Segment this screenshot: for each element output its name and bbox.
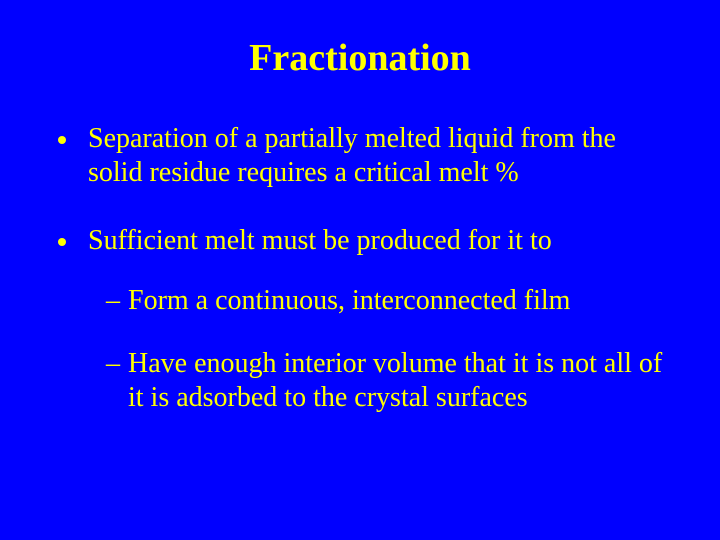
bullet-marker-icon [58, 136, 66, 144]
slide: Fractionation Separation of a partially … [0, 0, 720, 540]
sub-bullet-text: Form a continuous, interconnected film [128, 284, 670, 318]
slide-title: Fractionation [50, 36, 670, 80]
bullet-item: Sufficient melt must be produced for it … [50, 224, 670, 258]
bullet-marker-icon [58, 238, 66, 246]
sub-bullet-text: Have enough interior volume that it is n… [128, 347, 670, 415]
dash-icon: – [106, 347, 120, 381]
bullet-item: Separation of a partially melted liquid … [50, 122, 670, 190]
sub-bullet-item: – Form a continuous, interconnected film [106, 284, 670, 318]
bullet-text: Separation of a partially melted liquid … [88, 122, 670, 190]
bullet-text: Sufficient melt must be produced for it … [88, 224, 670, 258]
sub-bullet-item: – Have enough interior volume that it is… [106, 347, 670, 415]
dash-icon: – [106, 284, 120, 318]
